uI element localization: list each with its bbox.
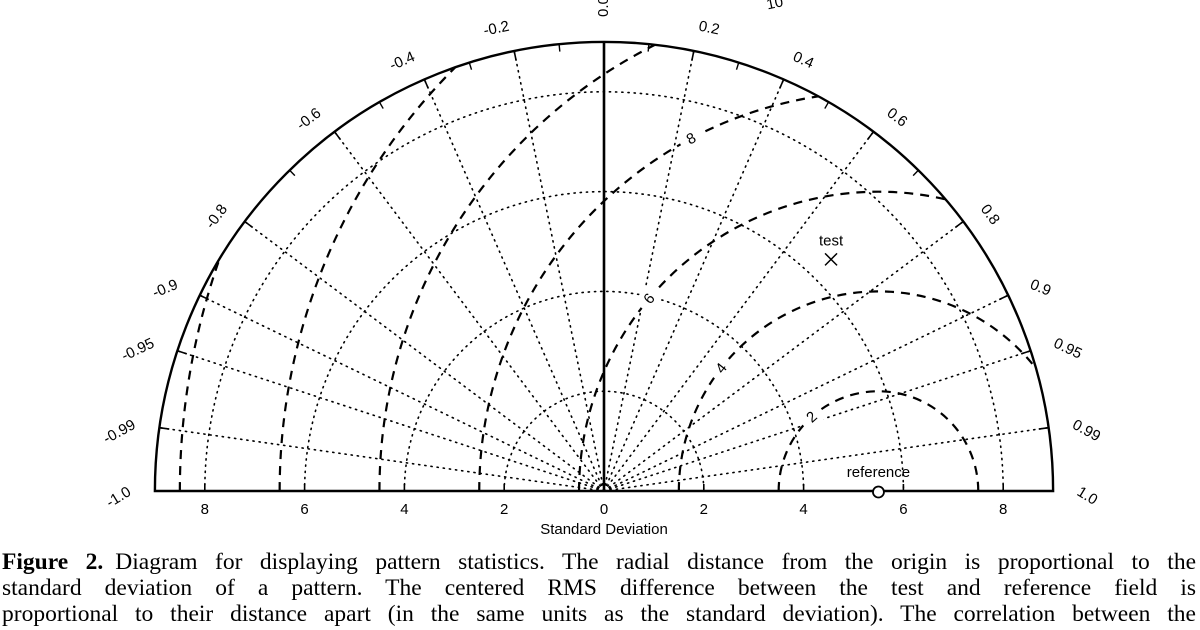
sd-axis: 8 6 4 2 0 2 4 6 8 [201,484,1007,518]
sd-tick-label: 4 [400,501,408,518]
corr-label: -0.4 [387,48,418,74]
sd-tick-label: 8 [999,501,1007,518]
caption-line-2: standard deviation of a pattern. The cen… [2,575,1196,601]
rms-label-bg [796,401,828,433]
corr-label: 0.0 [595,0,612,17]
corr-label: 1.0 [1074,483,1101,508]
corr-ray-0.9 [603,294,1009,492]
corr-label: 0.9 [1028,276,1054,300]
corr-label: -0.9 [150,276,180,302]
corr-minor-tick [647,44,650,52]
data-points: reference test [819,232,910,499]
corr-tick [159,426,170,430]
figure-caption: Figure 2. Diagram for displaying pattern … [2,549,1196,627]
test-marker [824,252,838,266]
sd-tick-label: 6 [899,501,907,518]
reference-label: reference [847,464,910,481]
caption-line-1: Figure 2. Diagram for displaying pattern … [2,549,1196,575]
corr-tick [1020,350,1031,355]
rms-label-bg [760,0,789,16]
rms-contour-4 [677,290,1054,492]
corr-tick [1038,426,1049,430]
corr-label: -0.8 [202,201,231,232]
corr-tick [998,294,1009,301]
corr-tick [244,220,254,229]
corr-ray-0.4 [603,78,785,492]
corr-minor-tick [824,101,830,109]
corr-minor-tick [735,62,740,70]
sd-tick-label: 2 [700,501,708,518]
rms-contour-6 [577,190,1054,492]
corr-minor-tick [558,44,561,52]
corr-ray--0.95 [176,349,605,492]
sd-tick-label: 2 [500,501,508,518]
corr-ray--0.8 [243,220,605,492]
corr-ray--0.9 [199,294,605,492]
rms-label: 10 [765,0,785,13]
corr-ray--0.99 [158,426,605,492]
corr-ray--0.2 [513,50,605,492]
correlation-dotted-rays [158,50,1050,492]
test-label: test [819,232,844,249]
corr-tick [866,131,875,141]
corr-label: -0.95 [119,335,157,365]
corr-ray-0.99 [603,426,1050,492]
corr-minor-tick [289,169,296,177]
corr-label: 0.6 [884,105,911,131]
diagram-frame [153,40,1055,493]
corr-tick [778,79,785,89]
corr-tick [513,50,517,61]
corr-label: 0.4 [790,48,816,72]
rms-label-bg [675,124,707,153]
corr-ray-0.6 [603,130,875,492]
corr-tick [177,350,188,355]
rms-contour-10 [378,41,1054,492]
corr-tick [199,294,210,301]
sd-tick-label: 8 [201,501,209,518]
corr-minor-tick [378,101,384,109]
corr-label: 0.2 [697,18,721,39]
corr-tick [423,79,430,89]
corr-label: -0.2 [482,18,511,40]
corr-minor-tick [468,62,473,70]
corr-ray--0.4 [423,78,605,492]
corr-tick [691,50,695,61]
taylor-diagram: 2468101214 -1.0 -0.99 -0.95 -0.9 -0.8 -0.6 -0.… [100,0,1103,538]
corr-label: -0.99 [100,416,138,447]
rms-label-bg [705,352,737,384]
corr-label: 0.8 [977,201,1003,228]
corr-tick [954,220,964,229]
corr-ray--0.6 [333,130,605,492]
x-axis-label: Standard Deviation [540,521,668,538]
caption-line-3: proportional to their distance apart (in… [2,601,1196,627]
outer-arc [153,40,1055,493]
sd-arc-6 [303,190,905,492]
corr-ray-0.8 [603,220,965,492]
sd-tick-label: 0 [600,501,608,518]
sd-tick-label: 6 [300,501,308,518]
figure-label: Figure 2. [2,549,104,575]
corr-tick [333,131,342,141]
corr-minor-tick [912,169,919,177]
corr-label: -0.6 [293,105,324,134]
rms-contour-labels: 2468101214 [633,0,828,433]
correlation-axis: -1.0 -0.99 -0.95 -0.9 -0.8 -0.6 -0.4 -0.2 0.0 0.2… [100,0,1103,511]
sd-tick-label: 4 [799,501,807,518]
corr-label: -1.0 [103,483,134,511]
corr-ray-0.2 [603,50,695,492]
reference-marker [872,485,885,499]
corr-label: 0.95 [1051,335,1085,363]
corr-label: 0.99 [1069,416,1103,445]
rms-label-bg [633,282,665,315]
